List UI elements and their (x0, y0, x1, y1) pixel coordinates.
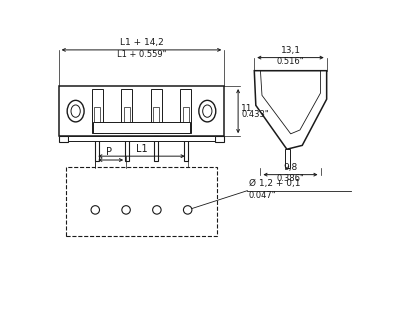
Bar (94, 107, 100, 131)
Bar (151, 89, 162, 133)
Text: 0.516": 0.516" (277, 57, 304, 66)
Bar (95, 136, 99, 161)
Bar (92, 89, 102, 133)
Bar (154, 136, 158, 161)
Bar (183, 107, 189, 131)
Bar (284, 149, 290, 169)
Bar (215, 136, 224, 142)
Bar (93, 122, 190, 133)
Text: 11: 11 (241, 104, 253, 113)
Bar (184, 136, 188, 161)
Ellipse shape (71, 105, 80, 117)
Text: 0.433": 0.433" (241, 110, 269, 119)
Text: L1 + 0.559": L1 + 0.559" (117, 50, 166, 58)
Text: 0.386": 0.386" (276, 174, 304, 183)
Bar (124, 107, 130, 131)
Circle shape (122, 206, 130, 214)
Bar (59, 86, 224, 136)
Circle shape (91, 206, 100, 214)
Ellipse shape (199, 100, 216, 122)
Bar (68, 136, 215, 141)
Circle shape (153, 206, 161, 214)
Ellipse shape (203, 105, 212, 117)
Bar (121, 89, 132, 133)
Bar (153, 107, 159, 131)
Text: P: P (106, 147, 112, 157)
Text: 13,1: 13,1 (280, 46, 300, 54)
Text: L1: L1 (136, 144, 147, 154)
Circle shape (184, 206, 192, 214)
Text: L1 + 14,2: L1 + 14,2 (120, 38, 163, 47)
Bar (180, 89, 191, 133)
Text: Ø 1,2 + 0,1: Ø 1,2 + 0,1 (249, 179, 300, 188)
Text: 9,8: 9,8 (283, 163, 298, 171)
Bar (59, 136, 68, 142)
Bar (66, 167, 216, 236)
Text: 0.047": 0.047" (249, 191, 276, 200)
Ellipse shape (67, 100, 84, 122)
Bar (125, 136, 129, 161)
